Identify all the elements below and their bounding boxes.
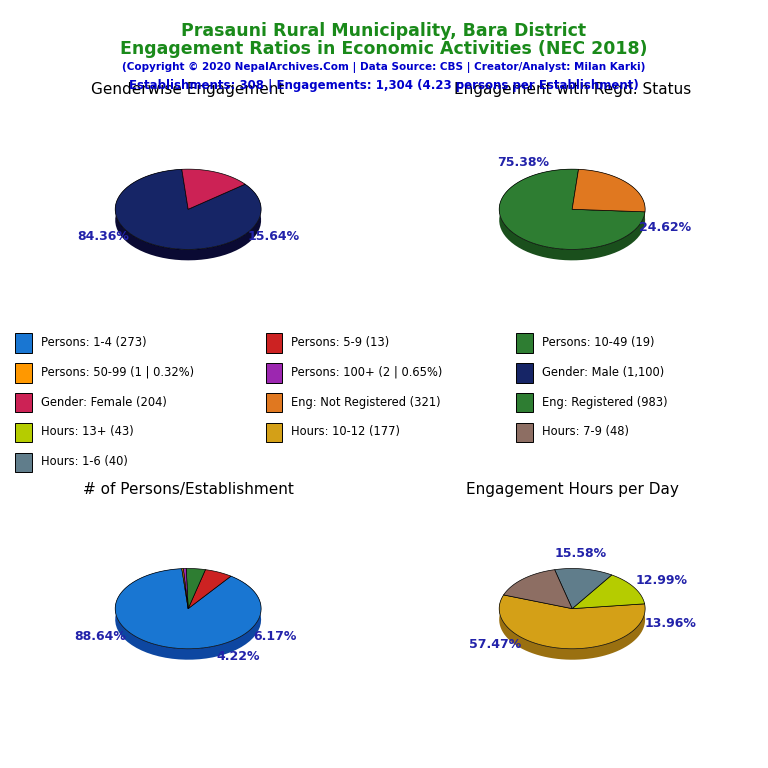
Bar <box>266 363 283 382</box>
Text: Hours: 7-9 (48): Hours: 7-9 (48) <box>542 425 629 439</box>
Text: 88.64%: 88.64% <box>74 631 126 644</box>
Bar <box>266 333 283 353</box>
Text: 6.17%: 6.17% <box>253 630 297 643</box>
Text: 4.22%: 4.22% <box>217 650 260 663</box>
Polygon shape <box>572 169 645 212</box>
Polygon shape <box>499 595 645 649</box>
Polygon shape <box>499 169 645 260</box>
Bar <box>516 393 533 412</box>
Polygon shape <box>554 568 612 609</box>
Text: Hours: 1-6 (40): Hours: 1-6 (40) <box>41 455 127 468</box>
Text: 15.64%: 15.64% <box>247 230 300 243</box>
Text: Gender: Male (1,100): Gender: Male (1,100) <box>542 366 664 379</box>
Text: 15.58%: 15.58% <box>554 547 607 560</box>
Polygon shape <box>184 568 188 609</box>
Text: Hours: 13+ (43): Hours: 13+ (43) <box>41 425 134 439</box>
Title: Genderwise Engagement: Genderwise Engagement <box>91 82 285 98</box>
Text: 24.62%: 24.62% <box>639 221 690 234</box>
Text: (Copyright © 2020 NepalArchives.Com | Data Source: CBS | Creator/Analyst: Milan : (Copyright © 2020 NepalArchives.Com | Da… <box>122 61 646 72</box>
Bar <box>516 333 533 353</box>
Text: Establishments: 308 | Engagements: 1,304 (4.23 persons per Establishment): Establishments: 308 | Engagements: 1,304… <box>129 79 639 92</box>
Title: Engagement with Regd. Status: Engagement with Regd. Status <box>454 82 690 98</box>
Polygon shape <box>115 169 261 260</box>
Title: # of Persons/Establishment: # of Persons/Establishment <box>83 482 293 497</box>
Polygon shape <box>182 169 245 210</box>
Bar <box>266 423 283 442</box>
Polygon shape <box>578 169 645 223</box>
Bar <box>266 393 283 412</box>
Bar <box>516 363 533 382</box>
Polygon shape <box>115 568 261 649</box>
Polygon shape <box>186 568 205 609</box>
Text: 75.38%: 75.38% <box>497 156 549 169</box>
Text: Engagement Ratios in Economic Activities (NEC 2018): Engagement Ratios in Economic Activities… <box>121 40 647 58</box>
Polygon shape <box>504 570 572 609</box>
Text: Eng: Not Registered (321): Eng: Not Registered (321) <box>291 396 441 409</box>
Polygon shape <box>182 568 188 609</box>
Text: Hours: 10-12 (177): Hours: 10-12 (177) <box>291 425 400 439</box>
Text: Persons: 100+ (2 | 0.65%): Persons: 100+ (2 | 0.65%) <box>291 366 443 379</box>
Bar <box>15 333 31 353</box>
Bar <box>15 453 31 472</box>
Bar <box>15 393 31 412</box>
Polygon shape <box>499 169 645 250</box>
Text: Persons: 5-9 (13): Persons: 5-9 (13) <box>291 336 389 349</box>
Polygon shape <box>115 169 261 250</box>
Title: Engagement Hours per Day: Engagement Hours per Day <box>465 482 679 497</box>
Text: 13.96%: 13.96% <box>645 617 697 630</box>
Polygon shape <box>115 568 261 660</box>
Text: Gender: Female (204): Gender: Female (204) <box>41 396 167 409</box>
Polygon shape <box>572 575 644 609</box>
Text: 12.99%: 12.99% <box>636 574 688 587</box>
Text: 57.47%: 57.47% <box>469 637 521 650</box>
Polygon shape <box>499 595 645 660</box>
Text: Eng: Registered (983): Eng: Registered (983) <box>542 396 667 409</box>
Bar <box>15 363 31 382</box>
Text: Persons: 10-49 (19): Persons: 10-49 (19) <box>542 336 654 349</box>
Text: Prasauni Rural Municipality, Bara District: Prasauni Rural Municipality, Bara Distri… <box>181 22 587 39</box>
Polygon shape <box>188 570 231 609</box>
Text: 84.36%: 84.36% <box>77 230 129 243</box>
Bar <box>516 423 533 442</box>
Text: Persons: 50-99 (1 | 0.32%): Persons: 50-99 (1 | 0.32%) <box>41 366 194 379</box>
Bar <box>15 423 31 442</box>
Text: Persons: 1-4 (273): Persons: 1-4 (273) <box>41 336 147 349</box>
